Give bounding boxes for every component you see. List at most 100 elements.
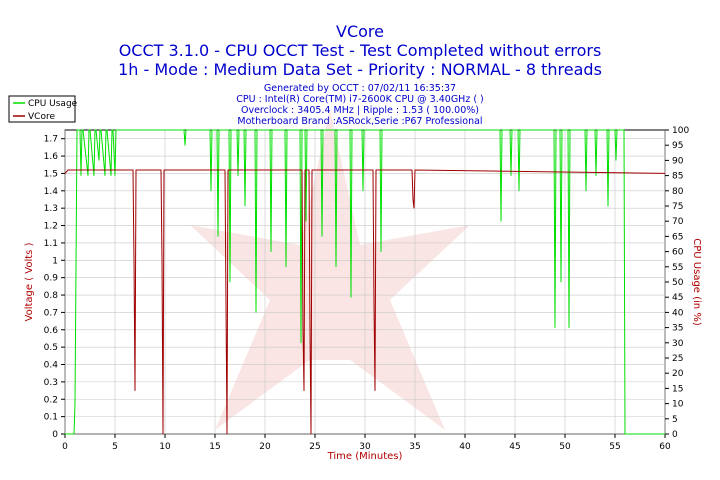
- vcore-point: [64, 173, 66, 174]
- cpu-usage-point: [100, 129, 102, 131]
- y-left-tick-label: 1.3: [44, 204, 58, 214]
- cpu-usage-point: [616, 129, 618, 131]
- cpu-usage-point: [99, 129, 101, 131]
- cpu-usage-point: [269, 129, 271, 131]
- cpu-usage-point: [305, 220, 307, 222]
- cpu-usage-point: [362, 190, 364, 192]
- cpu-usage-point: [336, 129, 338, 131]
- plot-area: 0 5 10 15 20 25 30 35 40 45 50 55 60 00.10.20.30.40.…: [44, 126, 690, 452]
- y-left-tick-label: 1.6: [44, 152, 59, 162]
- vcore-point: [135, 169, 137, 171]
- chart-subtitle-2: 1h - Mode : Medium Data Set - Priority :…: [118, 60, 602, 79]
- cpu-usage-point: [238, 129, 240, 131]
- x-tick-label: 15: [209, 442, 220, 452]
- y-right-tick-label: 90: [672, 156, 684, 166]
- cpu-usage-point: [379, 129, 381, 131]
- cpu-usage-point: [244, 205, 246, 207]
- cpu-usage-point: [349, 129, 351, 131]
- y-right-tick-label: 60: [672, 248, 684, 258]
- vcore-point: [133, 259, 135, 261]
- cpu-usage-point: [254, 129, 256, 131]
- vcore-point: [413, 207, 415, 209]
- cpu-usage-point: [596, 129, 598, 131]
- vcore-point: [311, 169, 313, 171]
- cpu-usage-point: [245, 129, 247, 131]
- y-left-tick-label: 0.7: [44, 308, 58, 318]
- y-right-axis-ticks: 0 5 10 15 20 25 30 35 40 45 50 55 60 65 70 75 80 85 90 95 10…: [665, 126, 689, 440]
- y-left-tick-label: 0.4: [44, 361, 59, 371]
- y-left-tick-label: 1: [52, 256, 58, 266]
- cpu-usage-point: [301, 129, 303, 131]
- vcore-point: [161, 259, 163, 261]
- cpu-usage-point: [519, 129, 521, 131]
- cpu-usage-point: [381, 129, 383, 131]
- cpu-usage-point: [216, 129, 218, 131]
- y-right-tick-label: 20: [672, 369, 684, 379]
- cpu-usage-point: [210, 190, 212, 192]
- x-tick-label: 40: [459, 442, 471, 452]
- vcore-point: [374, 390, 376, 391]
- cpu-usage-point: [625, 433, 627, 435]
- cpu-usage-point: [237, 175, 239, 177]
- y-left-tick-label: 0.1: [44, 413, 58, 423]
- cpu-usage-point: [79, 129, 81, 131]
- cpu-usage-point: [285, 266, 287, 268]
- vcore-point: [309, 329, 311, 331]
- cpu-usage-point: [380, 251, 382, 253]
- cpu-usage-point: [585, 190, 587, 192]
- info-cpu: CPU : Intel(R) Core(TM) i7-2600K CPU @ 3…: [236, 94, 484, 105]
- cpu-usage-point: [560, 281, 562, 283]
- info-generated: Generated by OCCT : 07/02/11 16:35:37: [264, 83, 456, 94]
- x-tick-label: 10: [159, 442, 171, 452]
- cpu-usage-point: [304, 129, 306, 131]
- vcore-point: [224, 169, 226, 171]
- cpu-usage-point: [81, 129, 83, 131]
- y-right-tick-label: 5: [672, 415, 678, 425]
- y-right-tick-label: 55: [672, 263, 683, 273]
- legend-cpu-usage-label: CPU Usage: [28, 99, 78, 109]
- cpu-usage-point: [501, 129, 503, 131]
- y-left-tick-label: 0.8: [44, 291, 59, 301]
- y-right-tick-label: 65: [672, 232, 683, 242]
- y-right-tick-label: 85: [672, 172, 683, 182]
- vcore-point: [225, 303, 227, 305]
- chart-title: VCore: [336, 22, 384, 41]
- vcore-point: [226, 433, 228, 435]
- cpu-usage-point: [586, 129, 588, 131]
- x-axis-ticks: 0 5 10 15 20 25 30 35 40 45 50 55 60: [62, 434, 671, 452]
- cpu-usage-point: [211, 129, 213, 131]
- cpu-usage-point: [623, 129, 625, 131]
- y-right-tick-label: 50: [672, 278, 684, 288]
- y-left-tick-label: 1.2: [44, 222, 58, 232]
- cpu-usage-point: [351, 129, 353, 131]
- cpu-usage-point: [64, 433, 66, 435]
- y-right-tick-label: 75: [672, 202, 683, 212]
- vcore-point: [162, 433, 164, 435]
- x-tick-label: 0: [62, 442, 68, 452]
- cpu-usage-point: [112, 129, 114, 131]
- y-right-tick-label: 70: [672, 217, 684, 227]
- legend: CPU Usage VCore: [8, 95, 78, 123]
- x-tick-label: 30: [359, 442, 371, 452]
- info-overclock: Overclock : 3405.4 MHz | Ripple : 1.53 (…: [241, 105, 479, 116]
- cpu-usage-point: [114, 175, 116, 177]
- x-axis-label: Time (Minutes): [327, 451, 403, 462]
- y-left-tick-label: 0.5: [44, 343, 58, 353]
- x-tick-label: 20: [259, 442, 271, 452]
- cpu-usage-point: [104, 175, 106, 177]
- vcore-point: [372, 169, 374, 171]
- cpu-usage-point: [554, 327, 556, 328]
- x-tick-label: 25: [309, 442, 320, 452]
- cpu-usage-point: [89, 129, 91, 131]
- cpu-usage-point: [184, 144, 186, 146]
- y-left-tick-label: 1.5: [44, 169, 58, 179]
- cpu-usage-point: [183, 129, 185, 131]
- vcore-point: [163, 169, 165, 171]
- y-left-tick-label: 0.2: [44, 395, 58, 405]
- y-right-tick-label: 30: [672, 339, 684, 349]
- cpu-usage-point: [607, 205, 609, 207]
- cpu-usage-point: [559, 129, 561, 131]
- y-left-tick-label: 0.6: [44, 326, 59, 336]
- cpu-usage-point: [509, 129, 511, 131]
- cpu-usage-point: [73, 433, 75, 435]
